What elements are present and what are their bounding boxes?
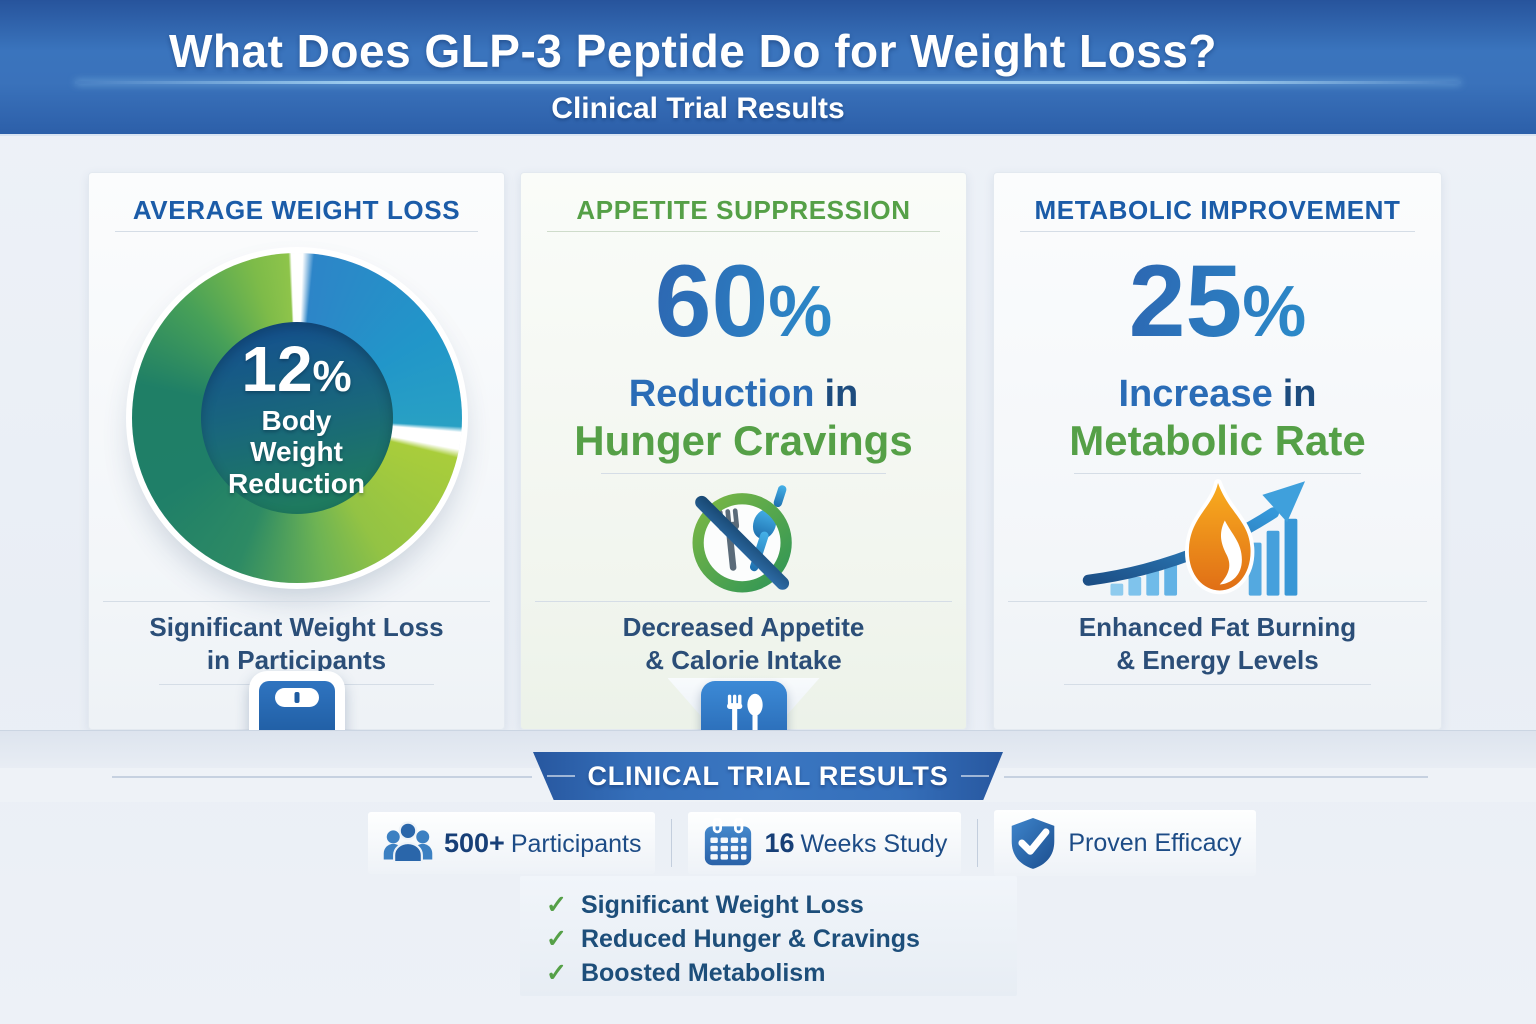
scale-dial [274,688,319,707]
stat-proven-efficacy: Proven Efficacy [994,810,1256,876]
list-item: ✓ Significant Weight Loss [546,888,1017,922]
check-icon: ✓ [546,890,567,919]
appetite-value: 60% [521,249,966,353]
stat-divider [977,819,979,867]
header-banner: What Does GLP-3 Peptide Do for Weight Lo… [0,0,1536,136]
card-title-appetite: APPETITE SUPPRESSION [576,195,911,225]
mid-rule [601,473,886,474]
caption-rule [103,601,490,602]
list-item: ✓ Boosted Metabolism [546,956,1017,990]
stat-label: Participants [510,829,642,858]
metric-word-strong: Reduction [628,373,815,415]
check-label: Reduced Hunger & Cravings [580,924,920,953]
check-label: Boosted Metabolism [580,958,826,987]
check-icon: ✓ [546,958,567,987]
page-subtitle: Clinical Trial Results [551,92,845,125]
clinical-trial-results-ribbon: CLINICAL TRIAL RESULTS [533,752,1003,800]
metric-word-strong: Increase [1118,373,1273,415]
card-title-rule [1020,231,1415,232]
donut-center-value: 12% [241,337,351,401]
benefits-checklist: ✓ Significant Weight Loss ✓ Reduced Hung… [520,876,1017,996]
banner-side-line-right [1004,776,1428,778]
appetite-value-number: 60 [654,244,769,358]
caption-rule [1008,601,1427,602]
metabolic-value-number: 25 [1128,244,1243,358]
mid-rule [1074,473,1361,474]
participants-icon [383,821,433,864]
metabolic-value: 25% [994,249,1441,353]
bottom-rule [1064,684,1371,685]
caption-line-2: & Energy Levels [1116,645,1319,676]
caption-line-1: Significant Weight Loss [149,612,444,642]
caption-rule [535,601,952,602]
header-divider [75,81,1461,84]
stat-text: 500+ Participants [444,828,641,859]
weight-loss-donut-chart: 12% Body Weight Reduction [131,253,462,583]
ribbon-label: CLINICAL TRIAL RESULTS [587,760,949,791]
no-food-icon-svg [691,485,792,593]
donut-value-number: 12 [241,332,313,405]
banner-side-line-left [112,776,532,778]
page-title: What Does GLP-3 Peptide Do for Weight Lo… [168,25,1218,77]
calendar-icon [705,818,752,866]
stat-participants: 500+ Participants [368,812,656,874]
flame-growth-icon-svg [1082,479,1305,596]
stat-text: Proven Efficacy [1068,829,1241,858]
donut-center: 12% Body Weight Reduction [200,322,393,514]
list-item: ✓ Reduced Hunger & Cravings [546,922,1017,956]
metric-word-rest: in [824,373,859,415]
caption-line-2: & Calorie Intake [645,645,842,676]
fork-spoon-icon-svg [726,693,763,734]
stat-label: Proven Efficacy [1068,828,1242,857]
metric-word-rest: in [1282,373,1317,415]
card-metabolic-improvement: METABOLIC IMPROVEMENT 25% Increase in Met… [993,172,1442,730]
metabolic-metric-line1: Increase in [994,373,1441,416]
stat-value: 500+ [444,827,505,858]
caption-line-2: in Participants [206,645,387,676]
card-caption: Enhanced Fat Burning & Energy Levels [994,611,1441,678]
check-label: Significant Weight Loss [580,890,864,919]
stat-study-length: 16 Weeks Study [688,812,962,874]
card-title-metabolic: METABOLIC IMPROVEMENT [1034,195,1401,225]
stat-divider [671,819,673,867]
flame-growth-icon [994,471,1441,599]
caption-line-1: Decreased Appetite [622,612,865,642]
appetite-metric-line1: Reduction in [521,373,966,416]
stat-label: Weeks Study [800,829,948,858]
card-caption: Decreased Appetite & Calorie Intake [521,611,966,678]
ribbon-tick-left [547,775,576,777]
card-caption: Significant Weight Loss in Participants [89,611,504,678]
stat-text: 16 Weeks Study [764,828,947,859]
card-title-rule [115,231,478,232]
stat-value: 16 [764,827,795,858]
trial-stats-row: 500+ Participants 16 Weeks Study [368,810,1256,876]
scale-dial-needle [294,692,299,703]
check-icon: ✓ [546,924,567,953]
caption-line-1: Enhanced Fat Burning [1078,612,1357,642]
shield-check-icon [1012,818,1055,869]
donut-center-label: Body Weight Reduction [228,404,365,499]
appetite-metric-line2: Hunger Cravings [574,417,913,464]
appetite-value-percent: % [768,272,833,352]
card-title-rule [547,231,940,232]
metabolic-metric-line2: Metabolic Rate [1069,417,1366,464]
ribbon-tick-right [960,775,989,777]
card-title-weight-loss: AVERAGE WEIGHT LOSS [132,195,461,225]
donut-value-percent: % [312,351,352,401]
metabolic-value-percent: % [1242,272,1307,352]
no-food-icon [521,481,966,599]
card-appetite-suppression: APPETITE SUPPRESSION 60% Reduction in Hun… [520,172,967,749]
card-average-weight-loss: AVERAGE WEIGHT LOSS 12% Body Weight Redu… [88,172,505,753]
